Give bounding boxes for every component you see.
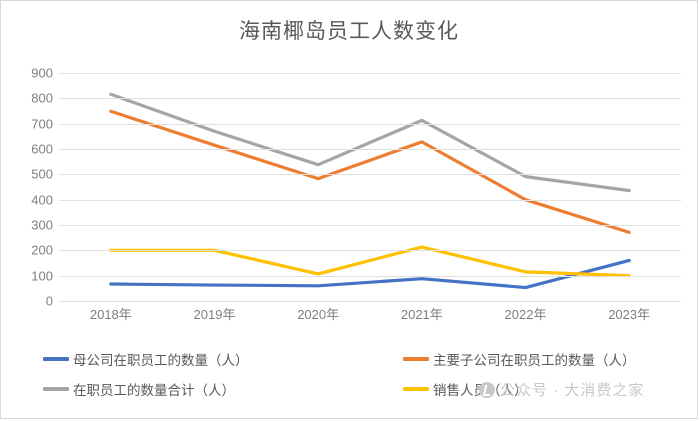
gridline: [59, 98, 681, 100]
y-axis-tick-label: 700: [31, 116, 53, 132]
plot-area: [59, 73, 681, 302]
gridline: [59, 149, 681, 150]
chart-title: 海南椰岛员工人数变化: [239, 20, 459, 43]
gridline: [59, 250, 681, 252]
legend-color-swatch: [43, 387, 69, 391]
legend-item[interactable]: 在职员工的数量合计（人）: [43, 379, 235, 399]
y-axis-tick-label: 600: [31, 141, 53, 157]
series-layer: [109, 92, 631, 290]
legend-label: 在职员工的数量合计（人）: [73, 383, 235, 398]
legend-item[interactable]: 母公司在职员工的数量（人）: [43, 349, 249, 369]
x-axis-tick-label: 2022年: [504, 307, 547, 322]
x-axis-tick-label: 2020年: [297, 307, 340, 322]
series-line: [109, 245, 631, 278]
x-axis-tick-label: 2023年: [608, 307, 651, 322]
y-axis-tick-label: 900: [31, 65, 53, 81]
x-axis: 2018年 2019年 2020年 2021年 2022年 2023年: [59, 304, 681, 326]
y-axis-tick-label: 0: [45, 293, 53, 309]
legend-label: 母公司在职员工的数量（人）: [73, 353, 249, 368]
watermark-text: 公众号 · 大消费之家: [500, 382, 645, 399]
legend-label: 主要子公司在职员工的数量（人）: [433, 353, 636, 368]
gridline: [59, 73, 681, 74]
gridline: [59, 174, 681, 176]
gridline: [59, 301, 681, 302]
legend-color-swatch: [403, 357, 429, 361]
y-axis-tick-label: 500: [31, 166, 53, 182]
series-line: [109, 109, 631, 234]
gridline: [59, 275, 681, 277]
x-axis-tick-label: 2018年: [89, 307, 132, 322]
watermark: 公众号 · 大消费之家: [479, 379, 644, 400]
legend-color-swatch: [43, 357, 69, 361]
legend-color-swatch: [403, 387, 429, 391]
gridline: [59, 123, 681, 125]
watermark-logo-icon: [479, 381, 495, 398]
chart-legend: 母公司在职员工的数量（人） 主要子公司在职员工的数量（人） 在职员工的数量合计（人）…: [31, 349, 671, 411]
legend-item[interactable]: 主要子公司在职员工的数量（人）: [403, 349, 636, 369]
x-axis-tick-label: 2021年: [400, 307, 443, 322]
y-axis-tick-label: 200: [31, 242, 53, 258]
y-axis-tick-label: 400: [31, 192, 53, 208]
y-axis: 0 100 200 300 400 500 600 700 800 900: [1, 66, 53, 309]
y-axis-tick-label: 800: [31, 90, 53, 106]
y-axis-tick-label: 100: [31, 268, 53, 284]
gridline: [59, 225, 681, 226]
gridline: [59, 199, 681, 201]
y-axis-tick-label: 300: [31, 217, 53, 233]
series-line: [109, 258, 631, 290]
x-axis-tick-label: 2019年: [193, 307, 236, 322]
series-line: [109, 92, 631, 193]
